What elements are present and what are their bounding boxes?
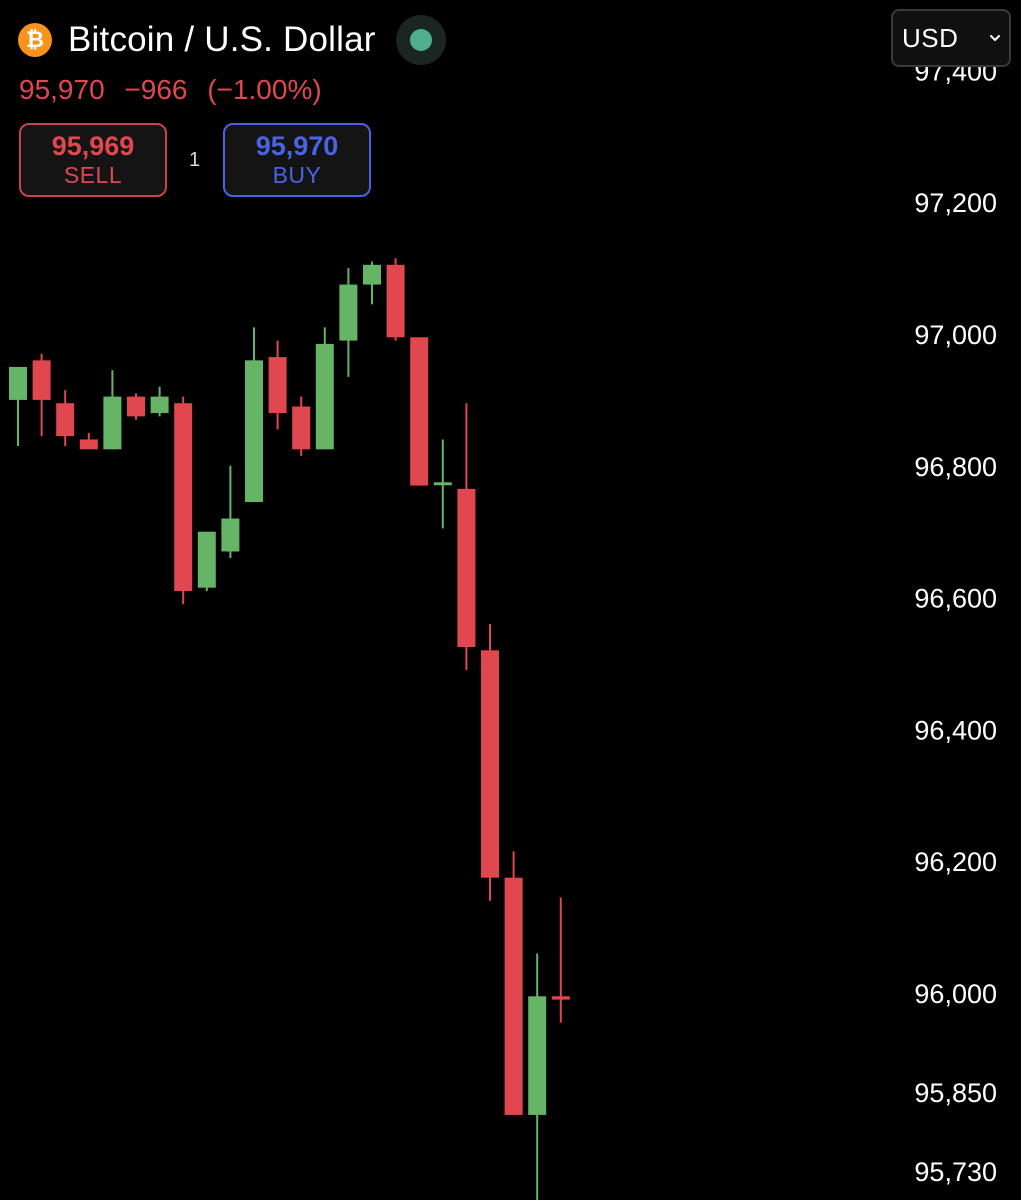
currency-selected: USD [902, 22, 959, 53]
buy-label: BUY [272, 162, 322, 188]
candle [457, 403, 476, 671]
candle-body [410, 337, 429, 486]
candle-body [363, 264, 381, 285]
y-axis-tick-label: 96,400 [914, 715, 997, 745]
candle [268, 340, 287, 430]
candle-body [339, 284, 358, 341]
y-axis-tick-label: 96,600 [914, 584, 997, 614]
candle [481, 623, 499, 901]
candle-body [197, 531, 216, 588]
candle-body [127, 396, 145, 417]
last-price: 95,970 [19, 74, 105, 105]
candle-body [268, 357, 287, 414]
status-dot-icon [409, 29, 432, 51]
bitcoin-symbol: ₿ [26, 28, 44, 53]
candle-body [79, 439, 98, 450]
candle [197, 531, 216, 592]
sell-button[interactable]: 95,969 SELL [19, 123, 167, 197]
candle [292, 396, 311, 456]
spread-value: 1 [189, 149, 201, 171]
chevron-down-icon [990, 35, 1000, 41]
price-change-percent: (−1.00%) [207, 74, 322, 105]
instrument-title: Bitcoin / U.S. Dollar [68, 20, 376, 59]
y-axis-tick-label: 95,730 [914, 1157, 997, 1187]
candle [339, 268, 358, 377]
candle [221, 465, 240, 559]
instrument-header: ₿ Bitcoin / U.S. Dollar [18, 14, 446, 66]
candle [103, 370, 122, 450]
candle-body [245, 360, 263, 503]
y-axis-tick-label: 96,200 [914, 847, 997, 877]
candle-body [9, 366, 27, 400]
candle [433, 439, 452, 529]
sell-price: 95,969 [51, 131, 135, 161]
candle [150, 386, 169, 417]
candle [56, 390, 75, 447]
candle-body [433, 482, 452, 486]
candle [504, 851, 523, 1115]
candle [127, 393, 145, 420]
candle [9, 366, 27, 447]
buy-button[interactable]: 95,970 BUY [223, 123, 371, 197]
market-status-indicator [395, 15, 446, 65]
candle [79, 432, 98, 450]
candle [174, 396, 193, 605]
candle [410, 337, 429, 486]
candle-body [504, 877, 523, 1115]
candle [363, 261, 381, 305]
candle [315, 327, 334, 450]
currency-selector[interactable]: USD [891, 9, 1011, 67]
bitcoin-icon: ₿ [18, 23, 52, 57]
price-change-line: 95,970 −966 (−1.00%) [19, 74, 334, 106]
candle [551, 897, 570, 1023]
y-axis-tick-label: 97,200 [914, 188, 997, 218]
candle-body [32, 360, 51, 400]
candle-body [551, 996, 570, 1000]
price-change: −966 [124, 74, 188, 105]
candle-body [150, 396, 169, 414]
buy-price: 95,970 [255, 131, 339, 161]
y-axis-tick-label: 97,000 [914, 320, 997, 350]
candle-body [221, 518, 240, 552]
candle-body [103, 396, 122, 450]
candle-body [386, 264, 405, 338]
candle [245, 327, 263, 503]
candle-body [457, 488, 476, 648]
candle [32, 353, 51, 437]
candle [386, 258, 405, 341]
y-axis-tick-label: 96,000 [914, 979, 997, 1009]
candle-body [315, 343, 334, 450]
candle-body [292, 406, 311, 450]
candle-body [481, 650, 499, 878]
candle-body [174, 403, 193, 592]
candle [528, 953, 547, 1200]
sell-label: SELL [63, 162, 123, 188]
y-axis-tick-label: 96,800 [914, 452, 997, 482]
candle-body [528, 996, 547, 1115]
candle-body [56, 403, 75, 437]
y-axis-tick-label: 95,850 [914, 1078, 997, 1108]
